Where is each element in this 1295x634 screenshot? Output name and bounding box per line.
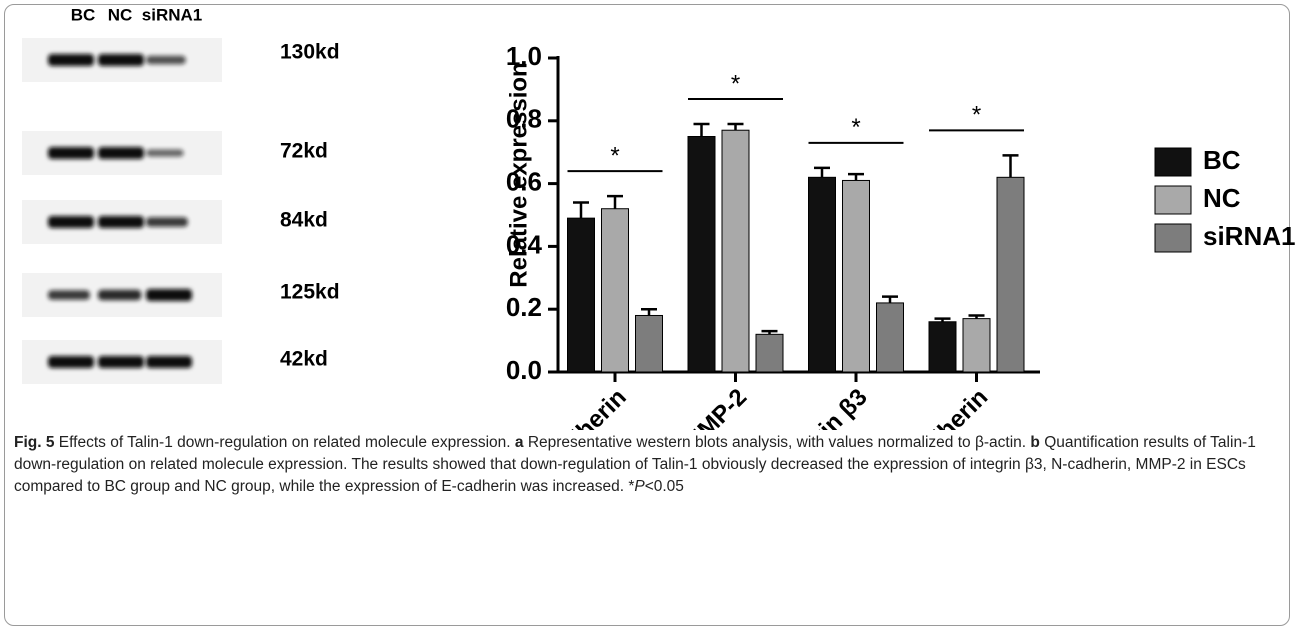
legend-swatch (1155, 186, 1191, 214)
significance-mark: * (972, 102, 981, 129)
band-size: 84kd (280, 209, 328, 232)
caption-note: P (634, 478, 644, 495)
blot-band (146, 217, 188, 227)
legend-label: NC (1203, 183, 1241, 213)
blot-band (48, 290, 90, 300)
error-bar (848, 174, 864, 180)
lane-label: siRNA1 (142, 5, 202, 24)
panel-label: a (515, 434, 524, 451)
caption-label: Fig. 5 (14, 434, 54, 451)
y-tick-label: 0.4 (506, 229, 543, 259)
blot-band (146, 356, 192, 368)
band-size: 125kd (280, 281, 340, 304)
blot-band (98, 356, 144, 368)
y-tick-label: 0.0 (506, 355, 542, 385)
significance-mark: * (731, 70, 740, 97)
bar (688, 137, 715, 373)
blot-band (48, 216, 94, 228)
y-tick-label: 0.8 (506, 104, 542, 134)
caption: Fig. 5 Effects of Talin-1 down-regulatio… (14, 432, 1276, 498)
x-tick-label: N-cadherin (524, 384, 632, 430)
bar (568, 218, 595, 372)
error-bar (607, 196, 623, 209)
band-size: 72kd (280, 140, 328, 163)
caption-title: Effects of Talin-1 down-regulation on re… (59, 434, 511, 451)
bar (877, 303, 904, 372)
bar (809, 177, 836, 372)
error-bar (882, 297, 898, 303)
y-tick-label: 0.2 (506, 292, 542, 322)
x-tick-label: E-cadherin (886, 384, 993, 430)
blot-band (48, 147, 94, 159)
legend-swatch (1155, 148, 1191, 176)
legend-label: BC (1203, 145, 1241, 175)
blot-band (98, 290, 141, 300)
band-size: 42kd (280, 348, 328, 371)
error-bar (573, 202, 589, 218)
x-tick-label: MMP-2 (678, 384, 752, 430)
blot-band (48, 356, 94, 368)
x-tick-label: Integrin β3 (767, 384, 873, 430)
blot-band (98, 147, 144, 159)
page: BCNCsiRNA1130kd72kd84kd125kd42kd Relativ… (0, 0, 1295, 634)
bar (602, 209, 629, 372)
legend-label: siRNA1 (1203, 221, 1295, 251)
error-bar (641, 309, 657, 315)
blot-band (98, 216, 144, 228)
bar (997, 177, 1024, 372)
caption-text: Representative western blots analysis, w… (528, 434, 1026, 451)
blot-band (146, 56, 186, 64)
blot-band (146, 289, 192, 301)
western-blot: BC NC siRNA1 130kd 72kd 84kd 125kd 42kd (22, 5, 340, 384)
significance-mark: * (851, 114, 860, 141)
bar (756, 334, 783, 372)
bar (963, 319, 990, 372)
blot-band (98, 54, 144, 66)
panel-label: b (1030, 434, 1039, 451)
blot-band (48, 54, 94, 66)
error-bar (694, 124, 710, 137)
y-tick-label: 0.6 (506, 166, 542, 196)
legend-swatch (1155, 224, 1191, 252)
band-size: 130kd (280, 41, 340, 64)
error-bar (1003, 155, 1019, 177)
lane-label: NC (108, 5, 133, 24)
caption-note: <0.05 (645, 478, 684, 495)
bar (843, 180, 870, 372)
lane-label: BC (71, 5, 96, 24)
bar (722, 130, 749, 372)
significance-mark: * (610, 143, 619, 170)
error-bar (728, 124, 744, 130)
bar (929, 322, 956, 372)
blot-band (146, 149, 184, 156)
y-tick-label: 1.0 (506, 41, 542, 71)
bar (636, 315, 663, 372)
error-bar (814, 168, 830, 177)
